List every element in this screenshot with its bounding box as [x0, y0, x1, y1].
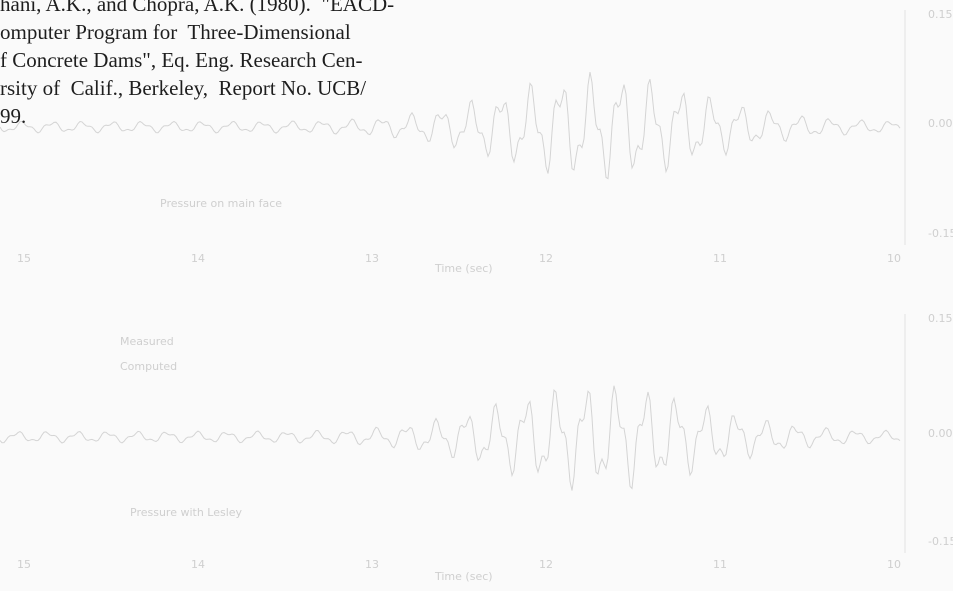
faint-x-tick: 13 — [365, 558, 379, 571]
text-line: omputer Program for Three-Dimensional — [0, 20, 351, 44]
faint-caption: Pressure with Lesley — [130, 506, 243, 519]
faint-y-tick: 0.00 — [928, 427, 953, 440]
faint-x-tick: 12 — [539, 558, 553, 571]
faint-caption: Pressure on main face — [160, 197, 282, 210]
faint-x-tick: 14 — [191, 252, 205, 265]
text-line: rsity of Calif., Berkeley, Report No. UC… — [0, 76, 367, 100]
faint-x-label: Time (sec) — [434, 570, 493, 583]
text-line: 99. — [0, 104, 27, 128]
faint-y-tick: 0.15 — [928, 312, 953, 325]
faint-x-tick: 10 — [887, 558, 901, 571]
faint-y-tick: -0.15 — [928, 227, 953, 240]
faint-x-tick: 15 — [17, 252, 31, 265]
faint-legend: Measured — [120, 335, 174, 348]
text-line: hani, A.K., and Chopra, A.K. (1980). "EA… — [0, 0, 395, 16]
faint-x-tick: 14 — [191, 558, 205, 571]
faint-x-tick: 12 — [539, 252, 553, 265]
text-line: f Concrete Dams", Eq. Eng. Research Cen- — [0, 48, 363, 72]
faint-x-tick: 11 — [713, 558, 727, 571]
faint-waveform — [0, 385, 901, 491]
faint-x-tick: 13 — [365, 252, 379, 265]
faint-y-tick: -0.15 — [928, 535, 953, 548]
faint-waveform — [0, 72, 901, 180]
faint-legend: Computed — [120, 360, 177, 373]
faint-y-tick: 0.00 — [928, 117, 953, 130]
faint-x-tick: 11 — [713, 252, 727, 265]
faint-y-tick: 0.15 — [928, 8, 953, 21]
faint-x-tick: 10 — [887, 252, 901, 265]
faint-x-tick: 15 — [17, 558, 31, 571]
faint-x-label: Time (sec) — [434, 262, 493, 275]
